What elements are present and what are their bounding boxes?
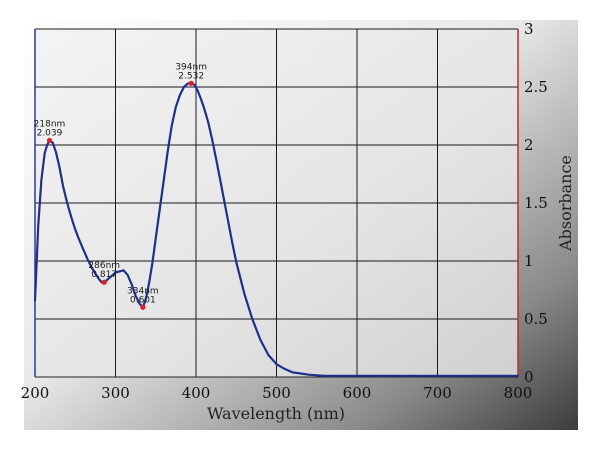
peak-marker (140, 304, 146, 310)
y-tick-label: 3 (524, 20, 534, 38)
x-tick-label: 700 (423, 384, 452, 402)
peak-wavelength-label: 286nm (88, 261, 120, 271)
y-tick-label: 0.5 (524, 310, 548, 328)
x-tick-label: 800 (504, 384, 533, 402)
peak-wavelength-label: 218nm (34, 119, 66, 129)
peak-absorbance-label: 0.601 (130, 295, 156, 305)
peak-marker (188, 80, 194, 86)
y-tick-label: 1.5 (524, 194, 548, 212)
peak-absorbance-label: 0.817 (91, 270, 117, 280)
x-axis-title: Wavelength (nm) (207, 404, 345, 423)
x-tick-label: 400 (182, 384, 211, 402)
series-group (33, 82, 520, 377)
peak-marker (46, 137, 53, 144)
x-tick-label: 500 (262, 384, 291, 402)
y-axis-title: Absorbance (556, 155, 575, 252)
y-tick-labels: 0 0.5 1 1.5 2 2.5 3 (524, 20, 548, 386)
x-tick-label: 200 (21, 384, 50, 402)
grid-lines (35, 28, 518, 377)
peak-wavelength-label: 334nm (127, 286, 159, 296)
peak-marker (101, 279, 107, 285)
peak-absorbance-label: 2.039 (37, 128, 63, 138)
y-tick-label: 2.5 (524, 78, 548, 96)
x-tick-label: 600 (343, 384, 372, 402)
y-tick-label: 1 (524, 252, 534, 270)
peak-absorbance-label: 2.532 (178, 71, 204, 81)
x-tick-labels: 200 300 400 500 600 700 800 (21, 384, 533, 402)
peak-wavelength-label: 394nm (175, 62, 207, 72)
y-tick-label: 2 (524, 136, 534, 154)
x-tick-label: 300 (101, 384, 130, 402)
y-tick-label: 0 (524, 368, 534, 386)
absorbance-line (33, 82, 520, 377)
